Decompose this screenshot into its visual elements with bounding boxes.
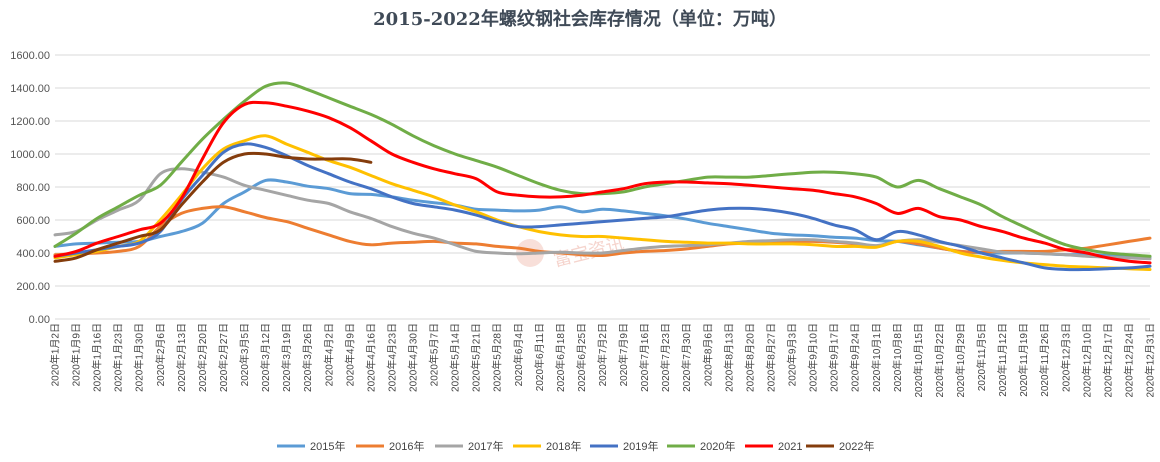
series-line-4	[53, 134, 1152, 271]
y-tick-label: 0.00	[29, 314, 50, 326]
x-tick-label: 2020年11月5日	[975, 323, 988, 391]
x-tick-label: 2020年7月30日	[680, 323, 693, 392]
legend-label: 2022年	[839, 439, 874, 453]
legend-label: 2015年	[310, 439, 345, 453]
legend: 2015年 2016年 2017年 2018年 2019年 2020年 2021 2022年	[277, 439, 874, 453]
x-tick-label: 2020年7月16日	[638, 323, 651, 392]
x-tick-label: 2020年8月20日	[743, 323, 756, 392]
x-tick-label: 2020年3月19日	[280, 323, 293, 392]
x-axis-ticks: 2020年1月2日 2020年1月9日 2020年1月16日 2020年1月23日 20…	[49, 323, 1157, 398]
y-tick-label: 600.00	[16, 215, 50, 227]
x-tick-label: 2020年12月24日	[1122, 323, 1135, 398]
x-tick-label: 2020年10月22日	[933, 323, 946, 398]
x-tick-label: 2020年7月2日	[596, 323, 609, 386]
x-tick-label: 2020年2月13日	[175, 323, 188, 392]
x-tick-label: 2020年7月23日	[659, 323, 672, 392]
x-tick-label: 2020年10月29日	[954, 323, 967, 398]
x-tick-label: 2020年9月3日	[786, 323, 799, 386]
x-tick-label: 2020年3月12日	[259, 323, 272, 392]
x-tick-label: 2020年2月27日	[217, 323, 230, 392]
x-tick-label: 2020年4月2日	[322, 323, 335, 386]
x-tick-label: 2020年12月31日	[1144, 323, 1157, 398]
x-tick-label: 2020年3月26日	[301, 323, 314, 392]
x-tick-label: 2020年12月3日	[1059, 323, 1072, 392]
x-tick-label: 2020年9月17日	[828, 323, 841, 392]
x-tick-label: 2020年5月7日	[428, 323, 441, 386]
x-tick-label: 2020年4月16日	[364, 323, 377, 392]
y-tick-label: 400.00	[16, 248, 50, 260]
legend-label: 2018年	[546, 439, 581, 453]
x-tick-label: 2020年10月1日	[870, 323, 883, 392]
x-tick-label: 2020年1月2日	[49, 323, 62, 386]
y-tick-label: 1200.00	[10, 116, 50, 128]
legend-label: 2016年	[389, 439, 424, 453]
x-tick-label: 2020年6月4日	[512, 323, 525, 386]
legend-label: 2019年	[623, 439, 658, 453]
series-line-5	[53, 142, 1152, 272]
x-tick-label: 2020年7月9日	[617, 323, 630, 386]
series-lines	[53, 81, 1152, 272]
x-tick-label: 2020年8月6日	[701, 323, 714, 386]
y-tick-label: 1400.00	[10, 83, 50, 95]
gridlines	[55, 54, 1150, 320]
x-tick-label: 2020年2月20日	[196, 323, 209, 392]
series-line-2	[53, 205, 1152, 258]
x-tick-label: 2020年6月18日	[554, 323, 567, 392]
x-tick-label: 2020年1月30日	[133, 323, 146, 392]
chart-title: 2015-2022年螺纹钢社会库存情况（单位：万吨）	[373, 8, 787, 30]
x-tick-label: 2020年4月9日	[343, 323, 356, 386]
y-tick-label: 200.00	[16, 281, 50, 293]
series-line-3	[53, 167, 1152, 261]
x-tick-label: 2020年5月21日	[470, 323, 483, 392]
x-tick-label: 2020年11月19日	[1017, 323, 1030, 397]
x-tick-label: 2020年9月24日	[849, 323, 862, 392]
x-tick-label: 2020年8月13日	[722, 323, 735, 392]
legend-label: 2021	[778, 441, 802, 453]
x-tick-label: 2020年4月23日	[385, 323, 398, 392]
x-tick-label: 2020年1月9日	[70, 323, 83, 386]
x-tick-label: 2020年11月12日	[996, 323, 1009, 397]
legend-label: 2020年	[700, 439, 735, 453]
x-tick-label: 2020年8月27日	[765, 323, 778, 392]
x-tick-label: 2020年10月15日	[912, 323, 925, 398]
x-tick-label: 2020年5月14日	[449, 323, 462, 392]
y-axis-ticks: 0.00 200.00 400.00 600.00 800.00 1000.00 1200.…	[10, 50, 50, 326]
y-tick-label: 1600.00	[10, 50, 50, 62]
y-tick-label: 1000.00	[10, 149, 50, 161]
x-tick-label: 2020年6月25日	[575, 323, 588, 392]
x-tick-label: 2020年12月17日	[1101, 323, 1114, 398]
x-tick-label: 2020年6月11日	[533, 323, 546, 391]
x-tick-label: 2020年9月10日	[807, 323, 820, 392]
x-tick-label: 2020年11月26日	[1038, 323, 1051, 397]
x-tick-label: 2020年3月5日	[238, 323, 251, 386]
series-line-8	[53, 151, 373, 263]
y-tick-label: 800.00	[16, 182, 50, 194]
x-tick-label: 2020年1月23日	[112, 323, 125, 392]
series-line-6	[53, 81, 1152, 258]
x-tick-label: 2020年5月28日	[491, 323, 504, 392]
legend-label: 2017年	[468, 439, 503, 453]
x-tick-label: 2020年2月6日	[154, 323, 167, 386]
x-tick-label: 2020年10月8日	[891, 323, 904, 392]
series-line-7	[53, 100, 1152, 265]
x-tick-label: 2020年12月10日	[1080, 323, 1093, 398]
x-tick-label: 2020年1月16日	[91, 323, 104, 392]
x-tick-label: 2020年4月30日	[407, 323, 420, 392]
